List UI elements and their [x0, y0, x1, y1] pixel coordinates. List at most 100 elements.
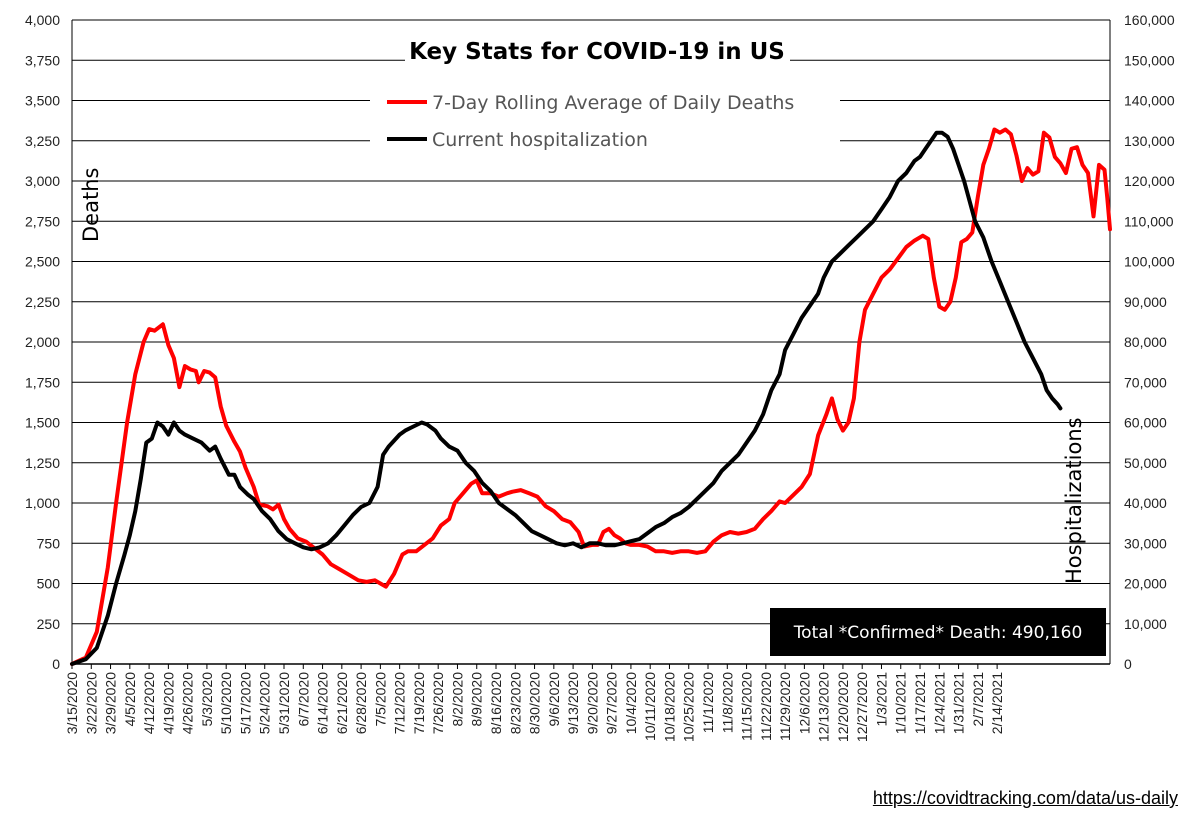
left-y-tick-label: 0	[52, 656, 60, 672]
right-y-tick-label: 120,000	[1124, 173, 1175, 189]
legend-label-deaths: 7-Day Rolling Average of Daily Deaths	[432, 92, 794, 114]
left-y-tick-label: 1,250	[25, 455, 60, 471]
x-tick-label: 9/20/2020	[584, 672, 600, 734]
x-tick-label: 6/7/2020	[295, 672, 311, 727]
total-deaths-label: Total *Confirmed* Death: 490,160	[793, 623, 1083, 643]
left-y-tick-label: 2,500	[25, 254, 60, 270]
x-tick-label: 12/13/2020	[816, 672, 832, 742]
x-tick-label: 12/27/2020	[854, 672, 870, 742]
x-tick-label: 11/15/2020	[739, 672, 755, 741]
x-tick-label: 5/3/2020	[199, 672, 215, 727]
x-tick-label: 3/22/2020	[83, 672, 99, 734]
x-tick-label: 6/28/2020	[353, 672, 369, 734]
x-tick-label: 1/17/2021	[912, 672, 928, 734]
right-y-tick-label: 60,000	[1124, 415, 1167, 431]
x-tick-label: 9/6/2020	[546, 672, 562, 727]
right-y-tick-label: 150,000	[1124, 52, 1175, 68]
x-tick-label: 1/31/2021	[951, 672, 967, 734]
right-y-tick-label: 90,000	[1124, 294, 1167, 310]
right-y-tick-label: 80,000	[1124, 334, 1167, 350]
x-tick-label: 4/12/2020	[141, 672, 157, 734]
right-y-tick-label: 110,000	[1124, 213, 1174, 229]
x-tick-label: 10/25/2020	[681, 672, 697, 742]
left-y-tick-label: 1,000	[25, 495, 60, 511]
left-y-tick-label: 1,750	[25, 374, 60, 390]
left-y-tick-label: 3,750	[25, 52, 60, 68]
x-tick-label: 12/6/2020	[796, 672, 812, 734]
left-y-axis-ticks: 0 250 500 750 1,000 1,250 1,500 1,750 2,000 2,250…	[25, 12, 60, 672]
left-y-tick-label: 4,000	[25, 12, 60, 28]
x-axis-ticks: 3/15/2020 3/22/2020 3/29/2020 4/5/2020 4/12/…	[64, 664, 1005, 742]
x-tick-label: 10/4/2020	[623, 672, 639, 734]
x-tick-label: 1/10/2021	[893, 672, 909, 734]
right-y-tick-label: 140,000	[1124, 93, 1175, 109]
x-tick-label: 10/11/2020	[642, 672, 658, 741]
chart-title: Key Stats for COVID-19 in US	[409, 39, 785, 65]
x-tick-label: 11/8/2020	[719, 672, 735, 733]
title-background	[405, 28, 790, 68]
right-y-tick-label: 10,000	[1124, 616, 1167, 632]
series-line-deaths	[70, 127, 1112, 666]
left-y-tick-label: 1,500	[25, 415, 60, 431]
series-lines	[70, 127, 1112, 666]
x-tick-label: 7/12/2020	[392, 672, 408, 734]
x-tick-label: 5/31/2020	[276, 672, 292, 734]
x-tick-label: 10/18/2020	[661, 672, 677, 742]
x-tick-label: 12/20/2020	[835, 672, 851, 742]
x-tick-label: 1/24/2021	[931, 672, 947, 734]
x-tick-label: 5/24/2020	[257, 672, 273, 734]
x-tick-label: 11/1/2020	[700, 672, 716, 733]
x-tick-label: 6/21/2020	[334, 672, 350, 734]
x-tick-label: 9/27/2020	[604, 672, 620, 734]
legend-label-hospitalization: Current hospitalization	[432, 129, 648, 151]
x-tick-label: 8/2/2020	[449, 672, 465, 727]
left-y-tick-label: 3,500	[25, 93, 60, 109]
x-tick-label: 9/13/2020	[565, 672, 581, 734]
source-link[interactable]: https://covidtracking.com/data/us-daily	[872, 788, 1178, 808]
left-y-tick-label: 2,250	[25, 294, 60, 310]
x-tick-label: 8/30/2020	[527, 672, 543, 734]
x-tick-label: 2/7/2021	[970, 672, 986, 727]
x-tick-label: 7/19/2020	[411, 672, 427, 734]
x-tick-label: 4/26/2020	[180, 672, 196, 734]
right-axis-title: Hospitalizations	[1062, 417, 1086, 584]
x-tick-label: 3/15/2020	[64, 672, 80, 734]
series-line-hospitalization	[70, 130, 1063, 666]
left-y-tick-label: 250	[37, 616, 61, 632]
x-tick-label: 7/5/2020	[372, 672, 388, 727]
right-y-axis-ticks: 0 10,000 20,000 30,000 40,000 50,000 60,000 70,…	[1124, 12, 1175, 672]
x-tick-label: 4/19/2020	[160, 672, 176, 734]
legend-background	[370, 84, 840, 154]
x-tick-label: 11/22/2020	[758, 672, 774, 741]
x-tick-label: 8/9/2020	[469, 672, 485, 727]
x-tick-label: 5/10/2020	[218, 672, 234, 734]
left-y-tick-label: 2,750	[25, 213, 60, 229]
x-tick-label: 1/3/2021	[873, 672, 889, 727]
x-tick-label: 4/5/2020	[122, 672, 138, 727]
x-tick-label: 7/26/2020	[430, 672, 446, 734]
x-tick-label: 3/29/2020	[103, 672, 119, 734]
right-y-tick-label: 100,000	[1124, 254, 1175, 270]
x-tick-label: 8/16/2020	[488, 672, 504, 734]
right-y-tick-label: 30,000	[1124, 535, 1167, 551]
right-y-tick-label: 160,000	[1124, 12, 1175, 28]
x-tick-label: 11/29/2020	[777, 672, 793, 741]
left-y-tick-label: 750	[37, 535, 61, 551]
x-tick-label: 2/14/2021	[989, 672, 1005, 734]
legend: 7-Day Rolling Average of Daily Deaths Cu…	[370, 84, 840, 154]
right-y-tick-label: 20,000	[1124, 576, 1167, 592]
right-y-tick-label: 40,000	[1124, 495, 1167, 511]
right-y-tick-label: 50,000	[1124, 455, 1167, 471]
right-y-tick-label: 0	[1124, 656, 1132, 672]
x-tick-label: 5/17/2020	[237, 672, 253, 734]
total-deaths-box	[770, 608, 1106, 656]
left-y-tick-label: 500	[37, 576, 61, 592]
x-tick-label: 6/14/2020	[315, 672, 331, 734]
left-y-tick-label: 3,000	[25, 173, 60, 189]
left-y-tick-label: 2,000	[25, 334, 60, 350]
right-y-tick-label: 130,000	[1124, 133, 1175, 149]
right-y-tick-label: 70,000	[1124, 374, 1167, 390]
x-tick-label: 8/23/2020	[507, 672, 523, 734]
left-y-tick-label: 3,250	[25, 133, 60, 149]
